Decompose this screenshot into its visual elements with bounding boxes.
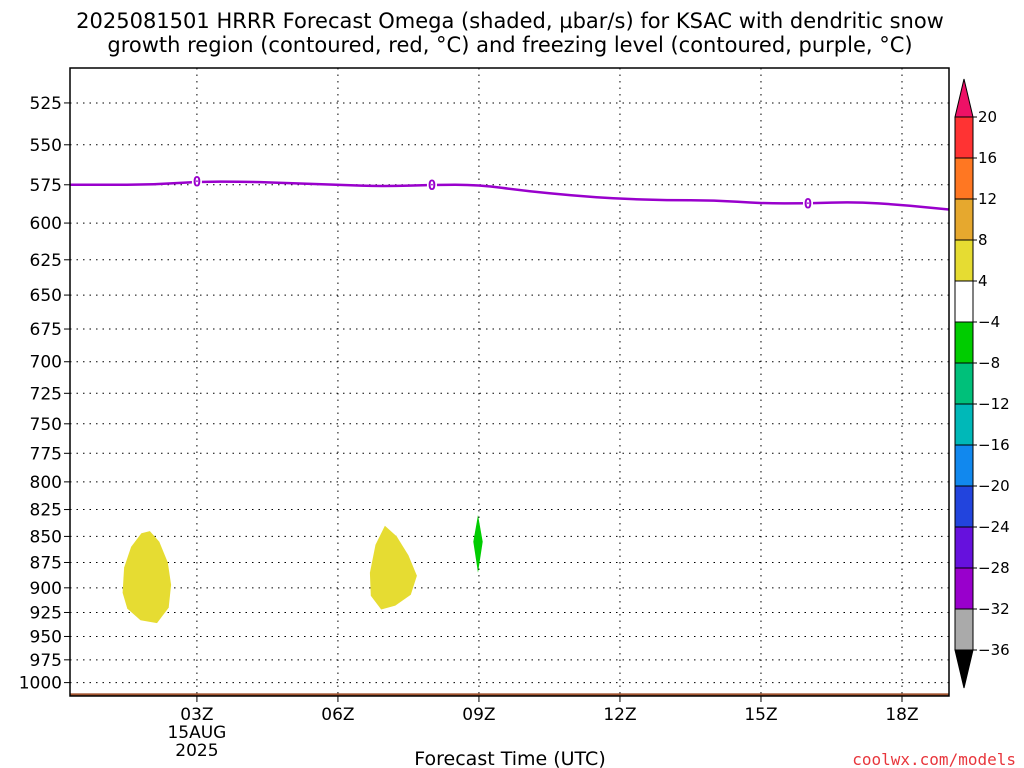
colorbar-label-9: −16	[978, 436, 1010, 454]
credit-text: coolwx.com/models	[852, 750, 1016, 768]
y-tick-label-800: 800	[30, 473, 62, 493]
colorbar-swatch-6	[954, 321, 974, 364]
contour-label-bg-3	[802, 195, 813, 212]
contour-label-bg-2	[426, 176, 437, 193]
x-tick-label-09Z: 09Z	[462, 705, 495, 725]
colorbar-swatch-3	[954, 198, 974, 241]
pressure-axis: 525 550 575 600 625 650 675 700 725 750 775 800 825 8…	[19, 94, 70, 694]
colorbar-label-6: −4	[978, 313, 1000, 331]
y-tick-label-600: 600	[30, 214, 62, 234]
colorbar-swatch-12	[954, 567, 974, 610]
colorbar-swatch-2	[954, 157, 974, 200]
colorbar-swatch-5	[954, 280, 974, 323]
y-tick-label-525: 525	[30, 94, 62, 114]
contour-label-1: 0	[193, 175, 201, 191]
x-axis-label: Forecast Time (UTC)	[414, 748, 605, 768]
colorbar-label-7: −8	[978, 354, 1000, 372]
y-tick-label-825: 825	[30, 501, 62, 521]
y-tick-label-775: 775	[30, 444, 62, 464]
colorbar-label-2: 16	[978, 149, 997, 167]
x-tick-sublabel-2025: 2025	[175, 741, 218, 761]
terrain-band	[70, 693, 949, 696]
y-tick-label-850: 850	[30, 527, 62, 547]
contour-label-2: 0	[428, 178, 436, 194]
colorbar-label-1: 20	[978, 108, 997, 126]
colorbar-top-arrow	[954, 78, 974, 118]
contour-label-bg-1	[191, 173, 202, 190]
y-tick-label-875: 875	[30, 553, 62, 573]
contour-label-3: 0	[804, 196, 812, 212]
colorbar-swatch-9	[954, 444, 974, 487]
y-tick-label-925: 925	[30, 603, 62, 623]
colorbar-swatch-8	[954, 403, 974, 446]
colorbar-bottom-arrow	[954, 649, 974, 689]
x-tick-label-18Z: 18Z	[885, 705, 918, 725]
x-tick-label-06Z: 06Z	[321, 705, 354, 725]
x-tick-label-03Z: 03Z	[180, 705, 213, 725]
x-tick-sublabel-15AUG: 15AUG	[167, 723, 226, 743]
y-tick-label-625: 625	[30, 251, 62, 271]
freezing-level-line	[70, 180, 950, 211]
chart-title-line-2: growth region (contoured, red, °C) and f…	[107, 33, 912, 57]
y-tick-label-750: 750	[30, 415, 62, 435]
colorbar: 20 16 12 8 4 −4 −8 −12 −16 −20 −24 −28 −32 −36	[954, 78, 1010, 689]
colorbar-label-13: −32	[978, 600, 1010, 618]
y-tick-label-725: 725	[30, 384, 62, 404]
omega-region-1	[122, 531, 172, 624]
colorbar-label-11: −24	[978, 518, 1010, 536]
colorbar-swatch-13	[954, 608, 974, 651]
omega-region-3	[473, 515, 483, 573]
y-tick-label-700: 700	[30, 353, 62, 373]
colorbar-swatch-1	[954, 116, 974, 159]
colorbar-label-4: 8	[978, 231, 988, 249]
colorbar-swatch-11	[954, 526, 974, 569]
colorbar-label-8: −12	[978, 395, 1010, 413]
x-tick-label-12Z: 12Z	[603, 705, 636, 725]
x-tick-label-15Z: 15Z	[744, 705, 777, 725]
plot-frame	[69, 67, 950, 697]
colorbar-label-10: −20	[978, 477, 1010, 495]
y-tick-label-975: 975	[30, 651, 62, 671]
terrain-ground	[70, 693, 949, 696]
y-tick-label-550: 550	[30, 136, 62, 156]
y-tick-label-675: 675	[30, 320, 62, 340]
colorbar-label-3: 12	[978, 190, 997, 208]
colorbar-swatch-10	[954, 485, 974, 528]
colorbar-label-12: −28	[978, 559, 1010, 577]
y-tick-label-900: 900	[30, 579, 62, 599]
omega-region-2	[369, 525, 417, 610]
y-tick-label-1000: 1000	[19, 674, 62, 694]
colorbar-label-5: 4	[978, 272, 988, 290]
omega-shading	[122, 515, 483, 624]
colorbar-label-14: −36	[978, 641, 1010, 659]
colorbar-swatch-4	[954, 239, 974, 282]
freezing-level-contour: 0 0 0	[70, 173, 950, 212]
y-tick-label-650: 650	[30, 286, 62, 306]
y-tick-label-950: 950	[30, 627, 62, 647]
y-tick-label-575: 575	[30, 176, 62, 196]
colorbar-swatch-7	[954, 362, 974, 405]
chart-title-line-1: 2025081501 HRRR Forecast Omega (shaded, …	[76, 9, 944, 33]
grid-lines	[70, 68, 949, 696]
